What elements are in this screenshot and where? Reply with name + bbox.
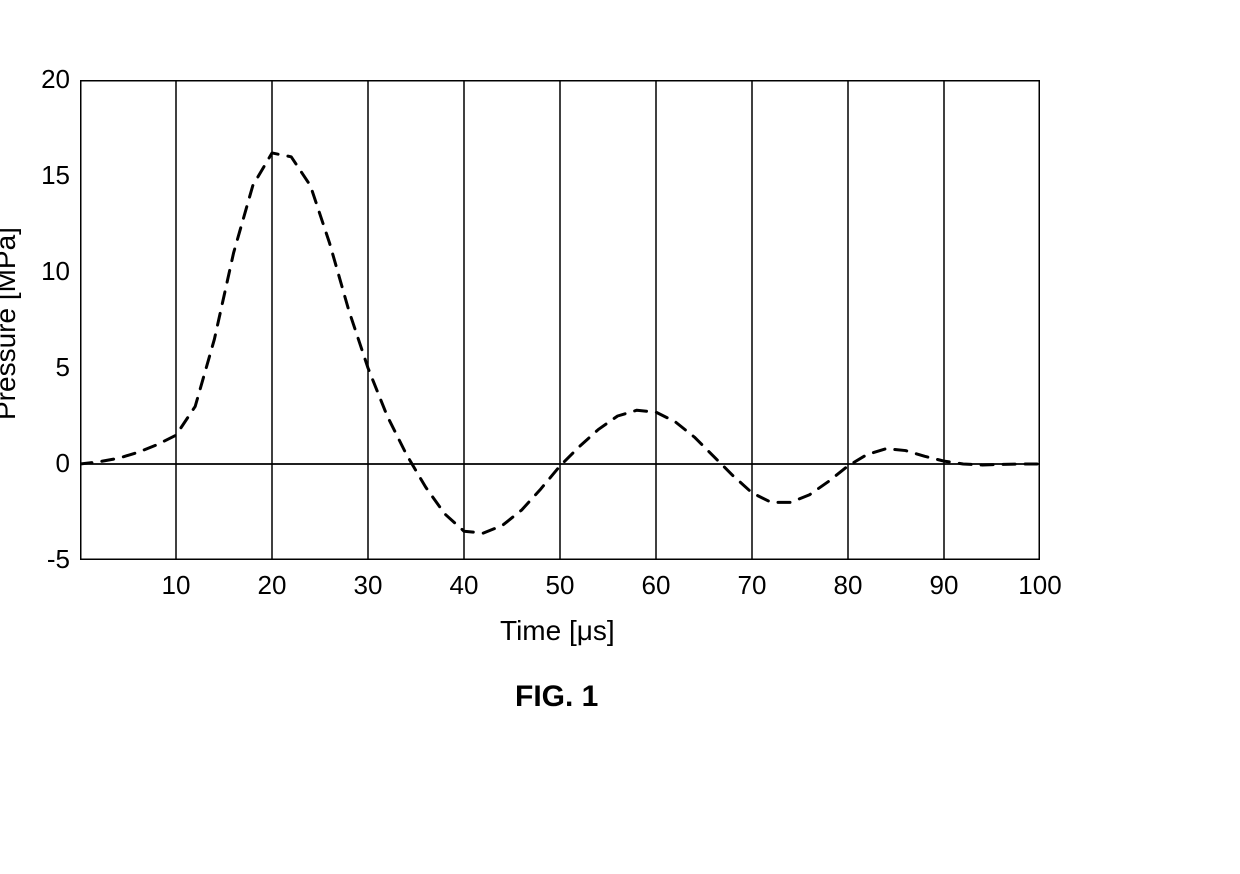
x-tick-label: 30 <box>338 570 398 601</box>
y-tick-label: -5 <box>10 544 70 575</box>
chart-container <box>80 80 1040 565</box>
x-tick-label: 60 <box>626 570 686 601</box>
y-tick-label: 10 <box>10 256 70 287</box>
y-tick-label: 0 <box>10 448 70 479</box>
x-tick-label: 90 <box>914 570 974 601</box>
x-tick-label: 80 <box>818 570 878 601</box>
y-tick-label: 15 <box>10 160 70 191</box>
y-tick-label: 5 <box>10 352 70 383</box>
x-tick-label: 10 <box>146 570 206 601</box>
x-tick-label: 70 <box>722 570 782 601</box>
x-tick-label: 20 <box>242 570 302 601</box>
x-tick-label: 100 <box>1010 570 1070 601</box>
figure-page: Pressure [MPa] Time [μs] FIG. 1 -5051015… <box>0 0 1240 874</box>
y-tick-label: 20 <box>10 64 70 95</box>
pressure-time-chart <box>80 80 1040 560</box>
x-tick-label: 50 <box>530 570 590 601</box>
x-axis-label: Time [μs] <box>500 615 615 647</box>
x-tick-label: 40 <box>434 570 494 601</box>
figure-caption: FIG. 1 <box>515 680 598 714</box>
